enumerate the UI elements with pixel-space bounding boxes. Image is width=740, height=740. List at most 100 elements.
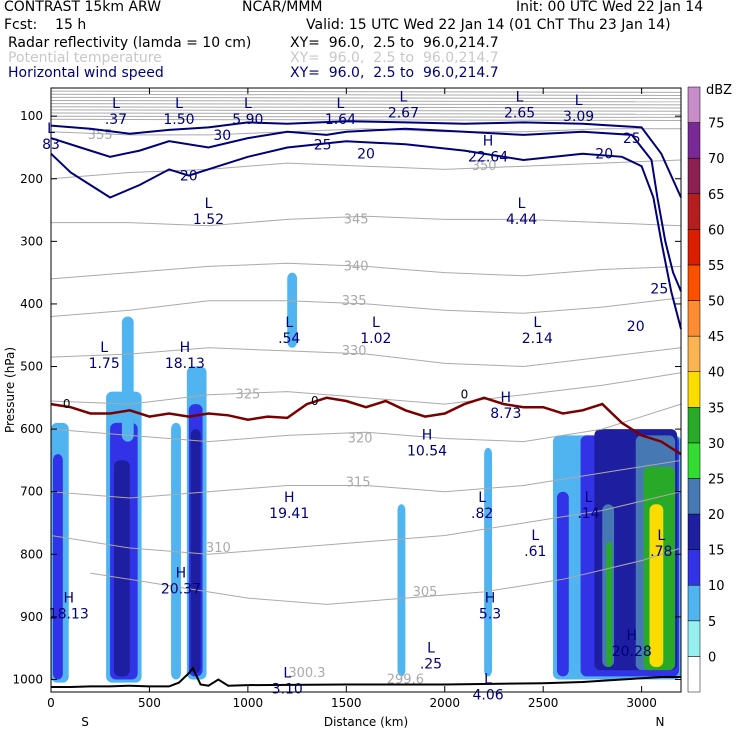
extremum-value: 5.3 — [479, 606, 501, 622]
colorbar-swatch — [687, 86, 701, 123]
theta-label: 325 — [235, 388, 260, 403]
theta-contour-upper — [50, 109, 682, 112]
extremum-value: .61 — [524, 544, 546, 560]
theta-contour — [50, 347, 682, 368]
y-tick-label: 600 — [20, 422, 43, 436]
extremum-marker: H — [422, 428, 433, 444]
valid-time: Valid: 15 UTC Wed 22 Jan 14 (01 ChT Thu … — [306, 17, 671, 33]
theta-contour-upper — [50, 115, 682, 118]
colorbar-swatch — [687, 371, 701, 408]
extremum-marker: H — [180, 340, 191, 356]
extremum-marker: L — [478, 490, 486, 506]
extremum-marker: L — [372, 315, 380, 331]
theta-contour — [90, 547, 682, 605]
extremum-marker: L — [516, 90, 524, 106]
extremum-marker: H — [284, 490, 295, 506]
y-tick-label: 800 — [20, 547, 43, 561]
field-theta-xy: XY= 96.0, 2.5 to 96.0,214.7 — [290, 50, 499, 66]
theta-label: 335 — [342, 294, 367, 309]
freezing-level-label: 0 — [311, 394, 319, 408]
colorbar-label: 60 — [708, 223, 725, 238]
wind-contour-label: 25 — [314, 137, 332, 153]
extremum-value: 1.75 — [89, 356, 120, 372]
extremum-value: .78 — [650, 544, 672, 560]
theta-contour — [50, 262, 682, 280]
theta-contour-upper — [50, 118, 682, 121]
extremum-marker: L — [100, 340, 108, 356]
terrain-line — [51, 666, 681, 688]
left-end-label: S — [81, 715, 89, 729]
x-tick-label: 500 — [138, 696, 161, 710]
wind-contour-label: 25 — [623, 131, 641, 147]
extremum-value: 2.14 — [522, 331, 553, 347]
wind-contour-label: 20 — [357, 147, 375, 163]
colorbar-swatch — [687, 407, 701, 444]
theta-contour — [50, 491, 682, 555]
extremum-value: 20.28 — [612, 644, 652, 660]
reflectivity-cell — [114, 460, 130, 677]
extremum-marker: L — [244, 96, 252, 112]
extremum-value: 3.09 — [563, 109, 594, 125]
extremum-marker: L — [337, 96, 345, 112]
theta-contour — [50, 372, 682, 405]
theta-contour-upper — [50, 90, 682, 93]
colorbar-label: 15 — [708, 544, 725, 559]
colorbar-swatch — [687, 122, 701, 159]
extremum-marker: H — [176, 565, 187, 581]
colorbar-swatch — [687, 584, 701, 622]
colorbar-label: 30 — [708, 437, 725, 452]
extremum-value: 2.65 — [504, 106, 535, 122]
extremum-value: 2.67 — [388, 106, 419, 122]
wind-contour-label: 30 — [213, 128, 231, 144]
theta-label: 305 — [413, 585, 438, 600]
reflectivity-cell — [397, 504, 406, 677]
field-reflectivity-xy: XY= 96.0, 2.5 to 96.0,214.7 — [290, 35, 499, 51]
reflectivity-cell — [606, 541, 613, 667]
colorbar-label: 65 — [708, 188, 725, 203]
y-tick-label: 900 — [20, 610, 43, 624]
freezing-level-label: 0 — [63, 397, 71, 411]
colorbar-swatch — [687, 264, 701, 301]
theta-contour-upper — [50, 93, 682, 96]
extremum-marker: L — [175, 96, 183, 112]
colorbar-label: 50 — [708, 295, 725, 310]
extremum-marker: H — [627, 628, 638, 644]
freezing-level-line — [50, 396, 682, 456]
colorbar-swatch — [687, 300, 701, 337]
extremum-value: 4.06 — [472, 688, 503, 704]
forecast-hour: Fcst: 15 h — [4, 17, 87, 33]
extremum-marker: L — [533, 315, 541, 331]
extremum-marker: L — [518, 196, 526, 212]
theta-contour — [50, 403, 682, 443]
colorbar-label: 75 — [708, 117, 725, 132]
right-end-label: N — [656, 715, 665, 729]
extremum-value: .82 — [471, 506, 493, 522]
x-tick-label: 2000 — [429, 696, 460, 710]
y-tick-label: 100 — [20, 109, 43, 123]
wind-contour-label: 25 — [650, 281, 668, 297]
extremum-marker: L — [657, 528, 665, 544]
extremum-marker: L — [205, 196, 213, 212]
colorbar-label: 25 — [708, 472, 725, 487]
extremum-value: 18.13 — [165, 356, 205, 372]
extremum-value: 1.02 — [360, 331, 391, 347]
reflectivity-cell — [52, 454, 63, 680]
theta-contour-upper — [50, 106, 682, 109]
theta-contour-upper — [50, 100, 682, 103]
extremum-value: .25 — [420, 656, 442, 672]
theta-label: 300.3 — [288, 666, 325, 681]
theta-contour-upper — [50, 103, 682, 106]
extremum-value: 19.41 — [269, 506, 309, 522]
colorbar-label: 35 — [708, 401, 725, 416]
theta-label: 345 — [344, 212, 369, 227]
extremum-marker: L — [585, 490, 593, 506]
plot-frame — [50, 87, 682, 693]
colorbar-swatch — [687, 620, 701, 657]
extremum-value: 10.54 — [407, 444, 447, 460]
colorbar-swatch — [687, 513, 701, 550]
extremum-marker: L — [285, 315, 293, 331]
freezing-level-label: 0 — [461, 388, 469, 402]
extremum-marker: L — [112, 96, 120, 112]
y-tick-label: 400 — [20, 297, 43, 311]
y-tick-label: 700 — [20, 485, 43, 499]
